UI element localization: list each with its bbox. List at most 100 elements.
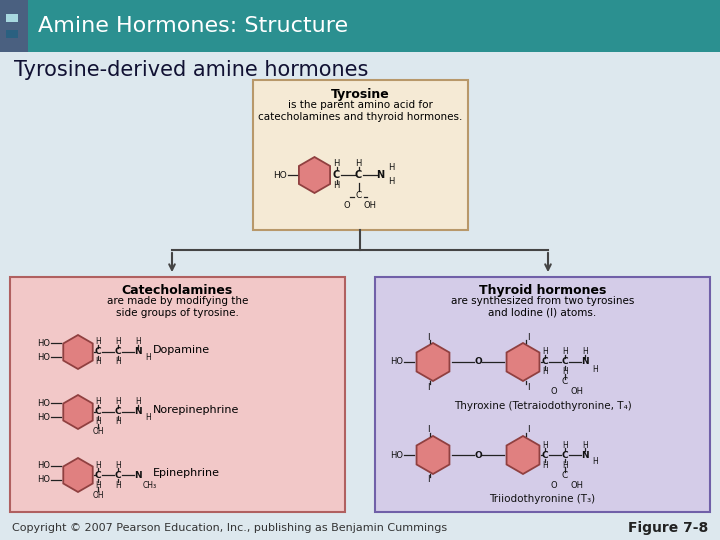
Text: OH: OH: [570, 388, 583, 396]
Text: H: H: [333, 181, 340, 191]
Text: H: H: [145, 414, 151, 422]
Text: C: C: [562, 450, 568, 460]
Text: HO: HO: [390, 450, 403, 460]
Text: I: I: [527, 426, 529, 435]
Polygon shape: [63, 395, 93, 429]
Text: N: N: [134, 348, 142, 356]
Text: H: H: [562, 368, 568, 376]
Text: N: N: [134, 408, 142, 416]
Text: N: N: [377, 170, 384, 180]
FancyBboxPatch shape: [0, 0, 28, 52]
Text: Catecholamines: Catecholamines: [122, 284, 233, 297]
Text: H: H: [562, 348, 568, 356]
Text: Tyrosine: Tyrosine: [330, 88, 390, 101]
Text: HO: HO: [37, 462, 50, 470]
Text: H: H: [95, 357, 101, 367]
FancyBboxPatch shape: [253, 80, 467, 230]
Text: Amine Hormones: Structure: Amine Hormones: Structure: [38, 16, 348, 36]
Text: C: C: [95, 408, 102, 416]
Text: I: I: [427, 426, 429, 435]
Text: O: O: [551, 481, 557, 489]
Text: H: H: [542, 441, 548, 449]
Text: H: H: [95, 397, 101, 407]
Text: Copyright © 2007 Pearson Education, Inc., publishing as Benjamin Cummings: Copyright © 2007 Pearson Education, Inc.…: [12, 523, 447, 533]
Text: I: I: [427, 382, 429, 392]
Text: H: H: [333, 159, 340, 168]
Text: Figure 7-8: Figure 7-8: [628, 521, 708, 535]
Text: Norepinephrine: Norepinephrine: [153, 405, 239, 415]
Polygon shape: [417, 343, 449, 381]
FancyBboxPatch shape: [6, 14, 18, 22]
Text: H: H: [95, 417, 101, 427]
Text: I: I: [427, 476, 429, 484]
Text: C: C: [114, 348, 121, 356]
Text: HO: HO: [37, 399, 50, 408]
Text: C: C: [562, 470, 568, 480]
Text: C: C: [333, 170, 340, 180]
Text: O: O: [343, 200, 350, 210]
Text: H: H: [582, 348, 588, 356]
Polygon shape: [507, 343, 539, 381]
Polygon shape: [417, 436, 449, 474]
Text: OH: OH: [364, 200, 377, 210]
Text: H: H: [542, 461, 548, 469]
Text: I: I: [427, 333, 429, 341]
Text: HO: HO: [37, 476, 50, 484]
Text: H: H: [135, 397, 141, 407]
Text: H: H: [145, 354, 151, 362]
Text: Tyrosine-derived amine hormones: Tyrosine-derived amine hormones: [14, 60, 369, 80]
Text: O: O: [474, 450, 482, 460]
Text: H: H: [542, 348, 548, 356]
Text: H: H: [115, 357, 121, 367]
Text: is the parent amino acid for
catecholamines and thyroid hormones.: is the parent amino acid for catecholami…: [258, 100, 462, 122]
Text: H: H: [95, 481, 101, 489]
Text: OH: OH: [570, 481, 583, 489]
Text: N: N: [581, 450, 589, 460]
Text: H: H: [135, 338, 141, 347]
Text: HO: HO: [37, 353, 50, 361]
Text: O: O: [551, 388, 557, 396]
Text: OH: OH: [92, 428, 104, 436]
Text: H: H: [582, 441, 588, 449]
Text: OH: OH: [92, 490, 104, 500]
Text: C: C: [114, 470, 121, 480]
Polygon shape: [507, 436, 539, 474]
Text: C: C: [562, 377, 568, 387]
Text: Thyroid hormones: Thyroid hormones: [479, 284, 606, 297]
Text: H: H: [115, 397, 121, 407]
Text: H: H: [562, 441, 568, 449]
Text: H: H: [95, 338, 101, 347]
Text: Triiodothyronine (T₃): Triiodothyronine (T₃): [490, 494, 595, 504]
Text: H: H: [592, 364, 598, 374]
Text: H: H: [115, 461, 121, 469]
Text: Dopamine: Dopamine: [153, 345, 210, 355]
Text: C: C: [95, 470, 102, 480]
FancyBboxPatch shape: [10, 277, 345, 512]
Text: N: N: [581, 357, 589, 367]
Text: HO: HO: [390, 357, 403, 367]
Text: C: C: [541, 357, 549, 367]
Text: H: H: [592, 457, 598, 467]
Text: H: H: [542, 368, 548, 376]
Text: N: N: [134, 470, 142, 480]
Text: H: H: [115, 417, 121, 427]
Text: C: C: [541, 450, 549, 460]
Polygon shape: [299, 157, 330, 193]
Text: H: H: [115, 481, 121, 489]
Text: HO: HO: [274, 171, 287, 179]
Text: HO: HO: [37, 339, 50, 348]
FancyBboxPatch shape: [6, 30, 18, 38]
FancyBboxPatch shape: [375, 277, 710, 512]
FancyBboxPatch shape: [0, 0, 720, 52]
Text: I: I: [527, 333, 529, 341]
Text: are made by modifying the
side groups of tyrosine.: are made by modifying the side groups of…: [107, 296, 248, 318]
Text: are synthesized from two tyrosines
and Iodine (I) atoms.: are synthesized from two tyrosines and I…: [451, 296, 634, 318]
Text: H: H: [388, 178, 395, 186]
Text: H: H: [388, 164, 395, 172]
Text: C: C: [355, 170, 362, 180]
Text: H: H: [562, 461, 568, 469]
Text: HO: HO: [37, 413, 50, 422]
Text: C: C: [356, 191, 361, 199]
Text: I: I: [527, 382, 529, 392]
Polygon shape: [63, 335, 93, 369]
